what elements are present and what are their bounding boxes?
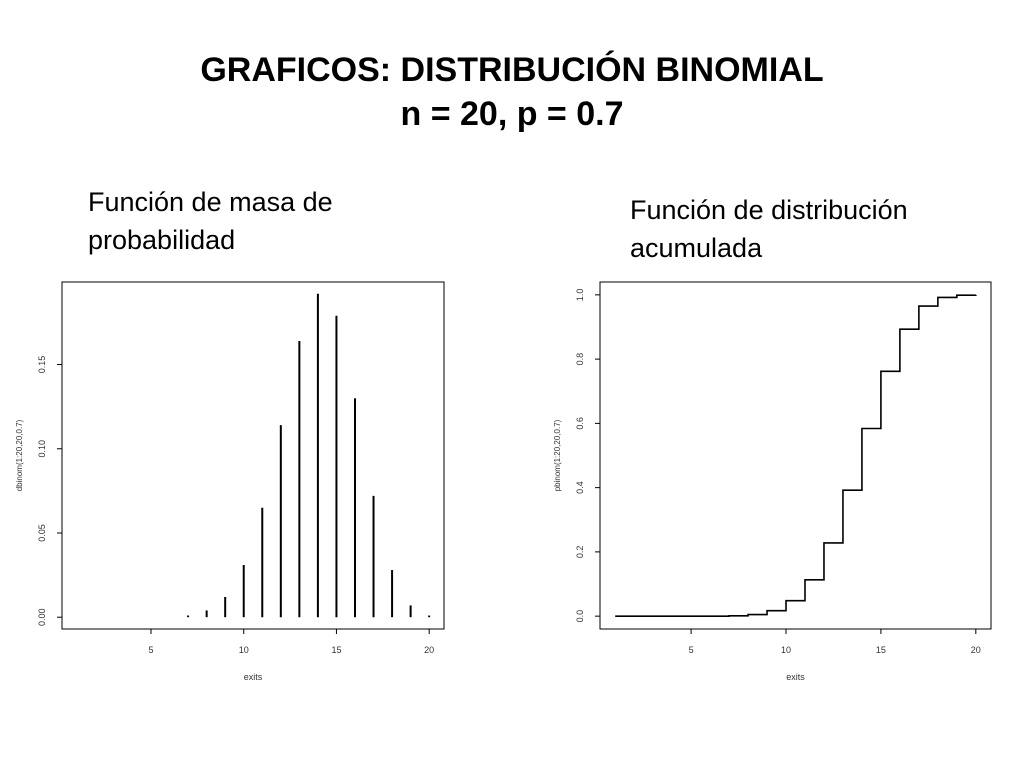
page-title: GRAFICOS: DISTRIBUCIÓN BINOMIAL n = 20, …	[0, 48, 1024, 136]
subtitle-pmf-line-1: Función de masa de	[88, 187, 333, 217]
pmf-x-tick-label: 20	[424, 645, 434, 655]
pmf-plot-frame	[61, 281, 445, 630]
pmf-x-tick-label: 5	[149, 645, 154, 655]
subtitle-cdf-line-1: Función de distribución	[630, 195, 908, 225]
pmf-x-axis-label: exits	[244, 672, 263, 682]
cdf-chart-panel: 5 10 15 20 0.0 0.2 0.4 0.6 0.8 1.0 exits pbinom(1:2…	[548, 266, 1002, 696]
cdf-x-tick-label: 10	[781, 645, 791, 655]
subtitle-pmf-line-2: probabilidad	[88, 225, 236, 255]
subtitle-cdf-line-2: acumulada	[630, 233, 763, 263]
cdf-y-tick-label: 0.4	[575, 481, 585, 494]
cdf-y-tick-label: 0.0	[575, 610, 585, 623]
pmf-chart: 5 10 15 20 0.00 0.05 0.10 0.15 exits dbinom(1:20,…	[15, 281, 445, 682]
title-line-2: n = 20, p = 0.7	[400, 95, 624, 133]
pmf-x-tick-label: 15	[331, 645, 341, 655]
pmf-y-tick-label: 0.15	[37, 356, 47, 374]
cdf-y-tick-label: 0.8	[575, 353, 585, 366]
cdf-x-tick-label: 15	[876, 645, 886, 655]
pmf-x-tick-label: 10	[239, 645, 249, 655]
cdf-x-tick-label: 20	[971, 645, 981, 655]
cdf-y-tick-label: 0.2	[575, 546, 585, 559]
pmf-chart-panel: 5 10 15 20 0.00 0.05 0.10 0.15 exits dbinom(1:20,…	[0, 266, 470, 696]
cdf-x-axis-label: exits	[786, 672, 805, 682]
cdf-step-line	[615, 294, 977, 617]
subtitle-pmf: Función de masa de probabilidad	[88, 183, 333, 259]
pmf-y-tick-label: 0.05	[37, 524, 47, 542]
pmf-y-tick-label: 0.00	[37, 608, 47, 626]
cdf-plot-frame	[599, 281, 992, 630]
title-line-1: GRAFICOS: DISTRIBUCIÓN BINOMIAL	[200, 51, 824, 89]
subtitle-cdf: Función de distribución acumulada	[630, 191, 908, 267]
pmf-y-axis-label: dbinom(1:20,20,0.7)	[15, 419, 24, 491]
cdf-chart: 5 10 15 20 0.0 0.2 0.4 0.6 0.8 1.0 exits pbinom(1:2…	[553, 281, 992, 682]
pmf-y-tick-label: 0.10	[37, 440, 47, 458]
cdf-x-tick-label: 5	[689, 645, 694, 655]
cdf-y-tick-label: 0.6	[575, 417, 585, 430]
cdf-y-axis-label: pbinom(1:20,20,0.7)	[553, 419, 562, 491]
cdf-y-tick-label: 1.0	[575, 289, 585, 302]
